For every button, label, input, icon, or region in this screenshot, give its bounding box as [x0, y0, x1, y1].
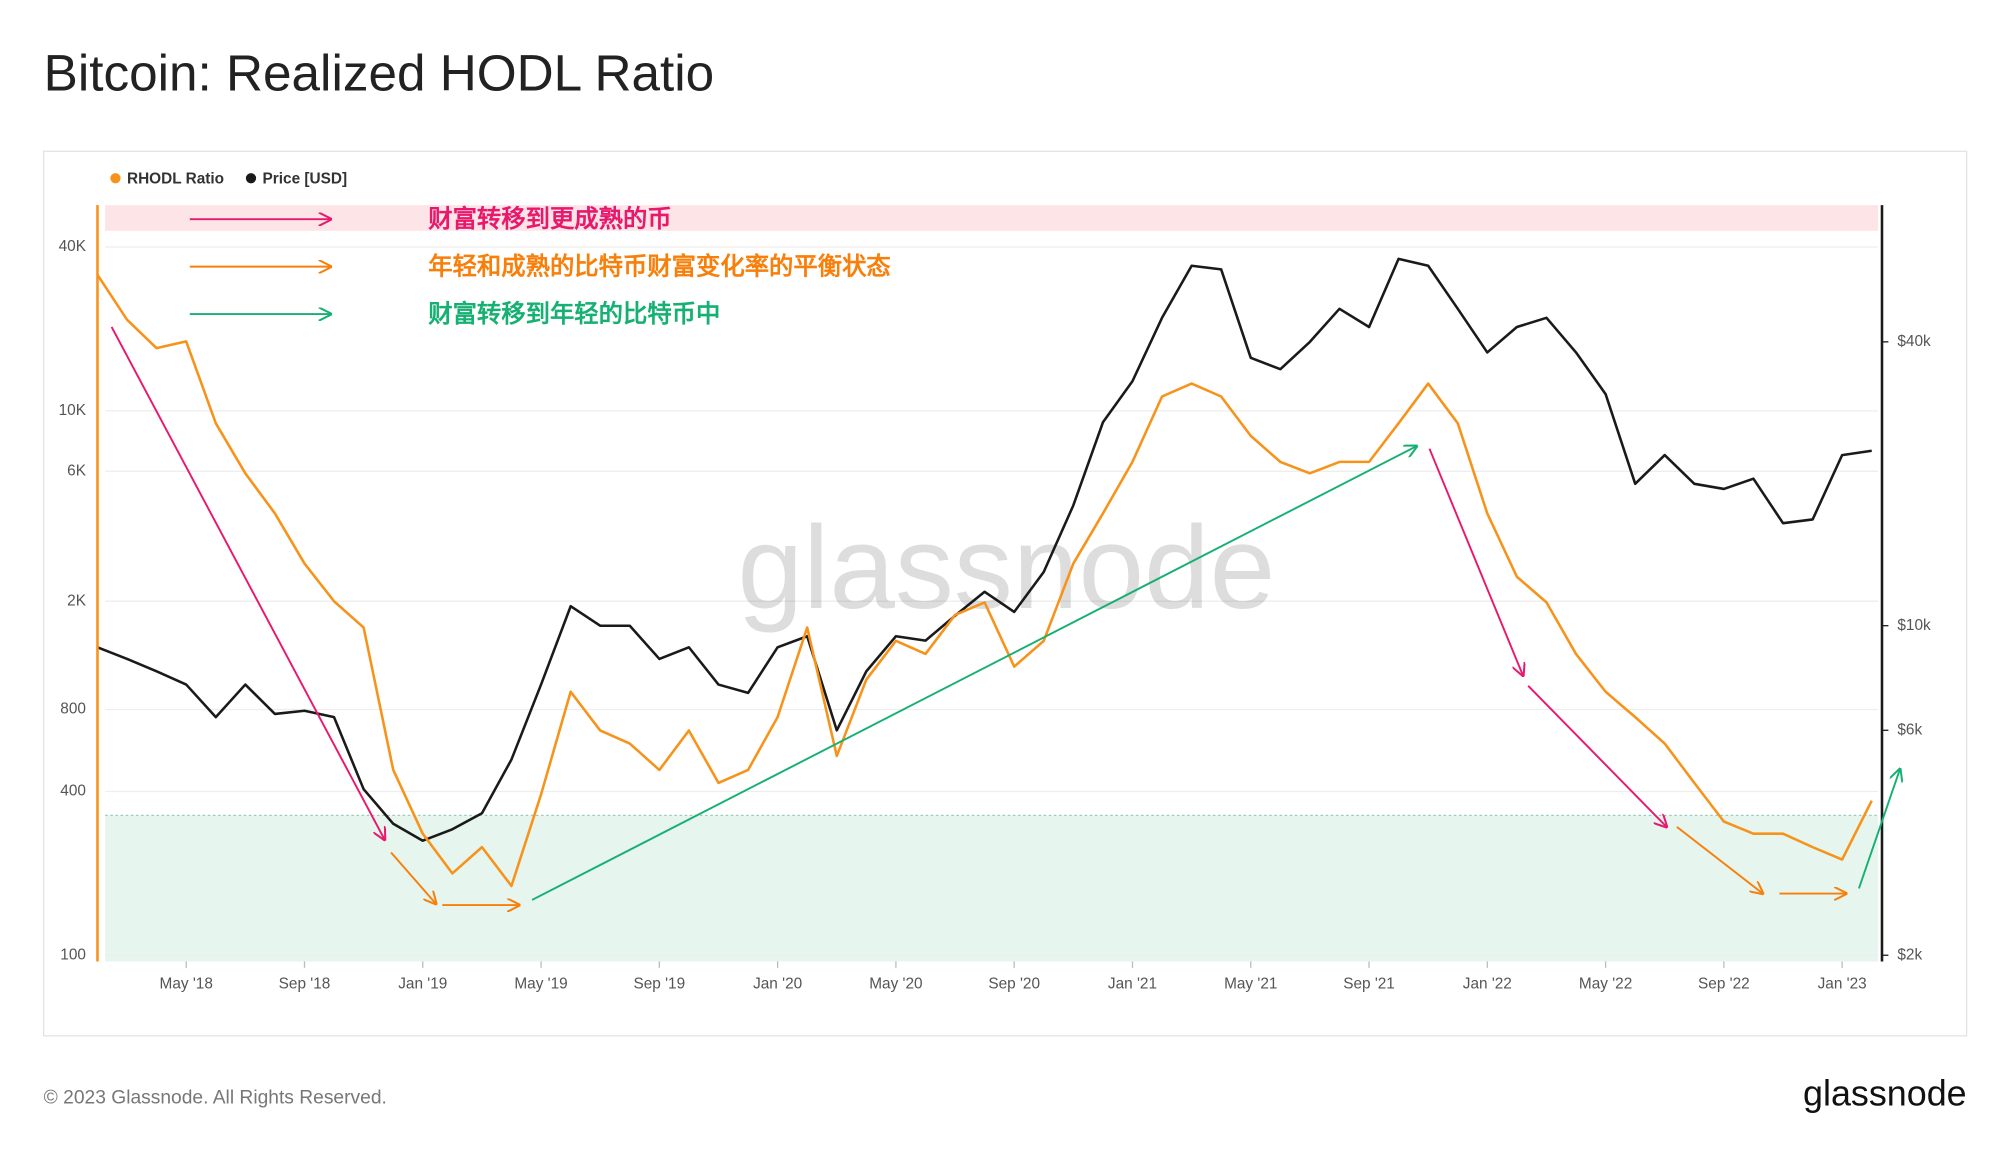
annotation: 财富转移到年轻的比特币中	[428, 300, 720, 328]
y2-tick-label: $2k	[1897, 946, 1922, 963]
chart-title: Bitcoin: Realized HODL Ratio	[44, 44, 715, 101]
x-tick-label: Sep '19	[634, 976, 686, 993]
annotation: 年轻和成熟的比特币财富变化率的平衡状态	[428, 252, 891, 280]
annotation: 财富转移到更成熟的币	[428, 205, 671, 233]
legend-marker	[245, 173, 257, 184]
top-band	[105, 205, 1879, 231]
x-tick-label: Sep '18	[279, 976, 331, 993]
legend-label: Price [USD]	[263, 171, 348, 188]
y-tick-label: 40K	[59, 238, 87, 255]
x-tick-label: Sep '22	[1698, 976, 1750, 993]
x-tick-label: May '22	[1579, 976, 1632, 993]
x-tick-label: Sep '21	[1343, 976, 1395, 993]
y2-tick-label: $40k	[1897, 333, 1931, 350]
y-tick-label: 400	[60, 783, 86, 800]
y-tick-label: 100	[60, 946, 86, 963]
y-tick-label: 6K	[67, 462, 87, 479]
footer: © 2023 Glassnode. All Rights Reserved.	[44, 1088, 387, 1109]
y-tick-label: 2K	[67, 592, 87, 609]
x-tick-label: Jan '20	[753, 976, 802, 993]
x-tick-label: May '18	[160, 976, 213, 993]
watermark: glassnode	[738, 501, 1276, 633]
legend-marker	[110, 173, 121, 184]
x-tick-label: Jan '23	[1818, 976, 1867, 993]
x-tick-label: Jan '22	[1463, 976, 1512, 993]
x-tick-label: May '21	[1224, 976, 1277, 993]
bottom-band	[105, 815, 1879, 962]
legend-label: RHODL Ratio	[127, 171, 224, 188]
x-tick-label: May '20	[869, 976, 922, 993]
y2-tick-label: $10k	[1897, 617, 1931, 634]
y-tick-label: 800	[60, 701, 86, 718]
y2-tick-label: $6k	[1897, 721, 1922, 738]
logo: glassnode	[1803, 1074, 1967, 1114]
series-line	[96, 274, 1873, 888]
y-tick-label: 10K	[59, 402, 87, 419]
series-line	[97, 257, 1872, 842]
x-tick-label: Jan '21	[1108, 976, 1157, 993]
x-tick-label: May '19	[514, 976, 567, 993]
x-tick-label: Sep '20	[988, 976, 1040, 993]
x-tick-label: Jan '19	[398, 976, 447, 993]
arrows	[110, 219, 1900, 905]
